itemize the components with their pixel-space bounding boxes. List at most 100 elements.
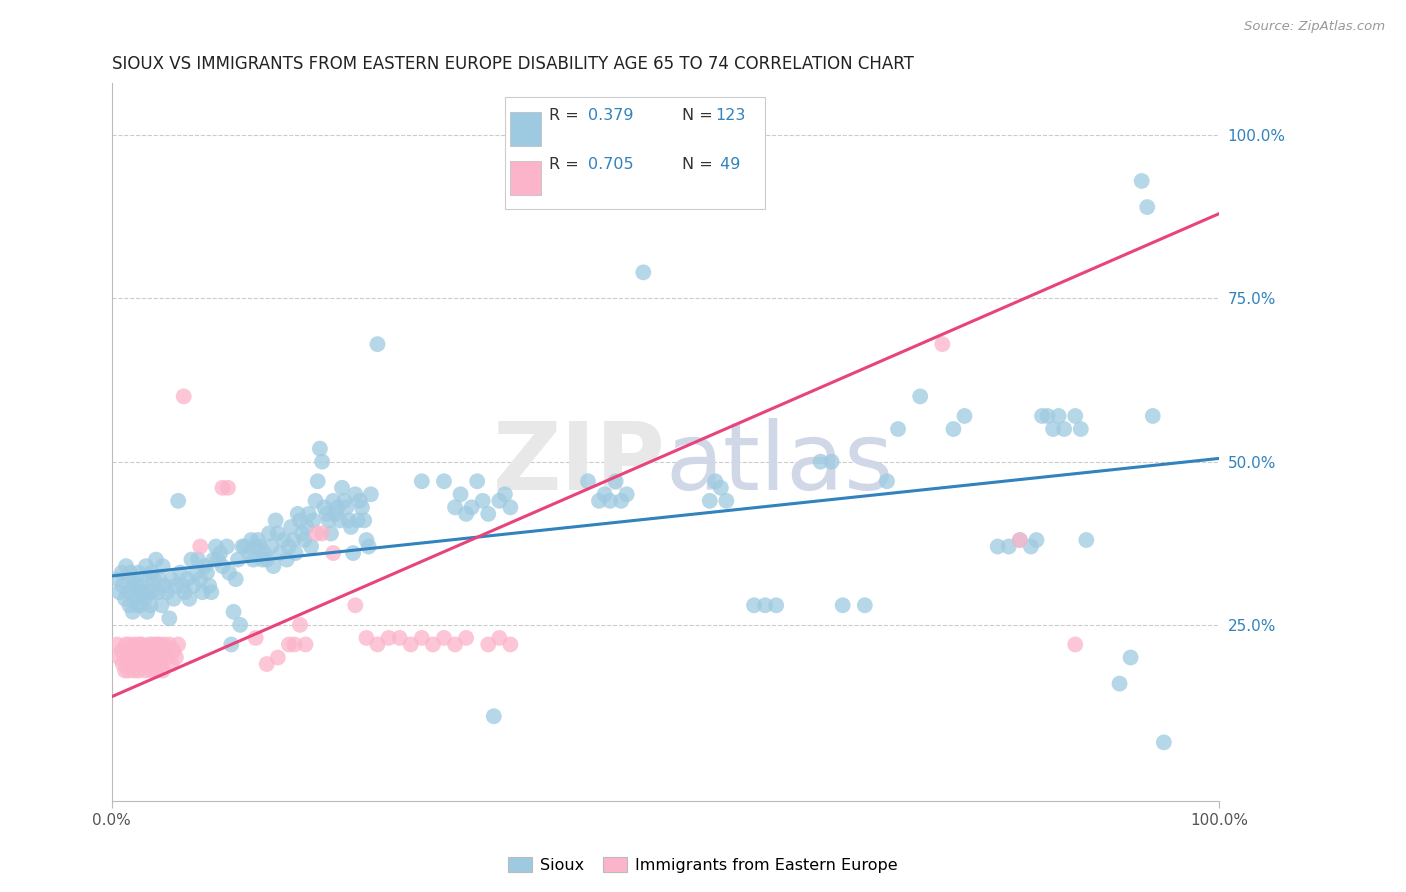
Point [122,572,145,586]
Point [294,637,316,651]
Point [494,487,516,501]
Point [167,637,190,651]
Point [120,650,142,665]
Point [329,513,352,527]
Point [433,631,456,645]
Text: 49: 49 [716,157,741,172]
Point [138,585,160,599]
Point [141,664,163,678]
Point [820,455,842,469]
Text: 123: 123 [716,108,745,123]
Point [139,599,162,613]
Point [302,513,325,527]
Point [340,520,363,534]
Point [456,631,478,645]
Point [325,507,347,521]
Text: R =: R = [550,157,583,172]
Point [150,599,173,613]
Point [142,637,165,651]
Point [295,520,318,534]
Point [264,513,287,527]
Point [1019,540,1042,554]
Point [610,493,633,508]
Point [120,566,142,580]
Point [908,389,931,403]
Point [108,585,131,599]
Point [422,637,444,651]
Point [346,513,368,527]
Text: ZIP: ZIP [492,417,665,509]
Point [887,422,910,436]
Point [156,585,179,599]
Point [1025,533,1047,547]
Point [124,591,146,606]
Point [150,644,173,658]
Point [152,664,174,678]
Point [202,552,225,566]
Point [291,526,314,541]
Point [288,618,311,632]
Point [209,546,232,560]
Point [195,566,218,580]
Point [356,533,378,547]
Point [273,533,295,547]
Point [191,585,214,599]
Point [132,644,155,658]
Text: 0.705: 0.705 [588,157,634,172]
Point [142,585,165,599]
Point [187,552,209,566]
Point [143,657,166,671]
Point [160,572,183,586]
Point [125,579,148,593]
Point [1008,533,1031,547]
Point [136,572,159,586]
Point [616,487,638,501]
Point [204,540,226,554]
Text: SIOUX VS IMMIGRANTS FROM EASTERN EUROPE DISABILITY AGE 65 TO 74 CORRELATION CHAR: SIOUX VS IMMIGRANTS FROM EASTERN EUROPE … [111,55,914,73]
Point [114,664,136,678]
Point [322,493,344,508]
Point [207,552,229,566]
Point [267,650,290,665]
Point [105,637,128,651]
Point [280,520,302,534]
Point [460,500,482,515]
Point [599,493,621,508]
Point [152,559,174,574]
Point [471,493,494,508]
Point [215,540,238,554]
Point [132,585,155,599]
Point [218,566,240,580]
Point [304,493,326,508]
Point [305,526,328,541]
Point [134,591,156,606]
Point [477,507,499,521]
Point [134,664,156,678]
Point [127,599,149,613]
Point [1064,409,1087,423]
Point [337,513,360,527]
Point [269,546,291,560]
Point [333,493,356,508]
Point [299,540,322,554]
Point [165,650,187,665]
Point [136,657,159,671]
Point [931,337,953,351]
Point [163,591,186,606]
Point [277,637,299,651]
Point [444,500,467,515]
Point [152,637,174,651]
Point [121,644,143,658]
Point [499,500,522,515]
Point [129,650,152,665]
Point [294,533,316,547]
Point [226,552,249,566]
Point [179,591,201,606]
Point [853,599,876,613]
Point [111,566,134,580]
Point [344,599,367,613]
Point [198,579,221,593]
Point [283,533,305,547]
Point [1036,409,1059,423]
Point [1008,533,1031,547]
